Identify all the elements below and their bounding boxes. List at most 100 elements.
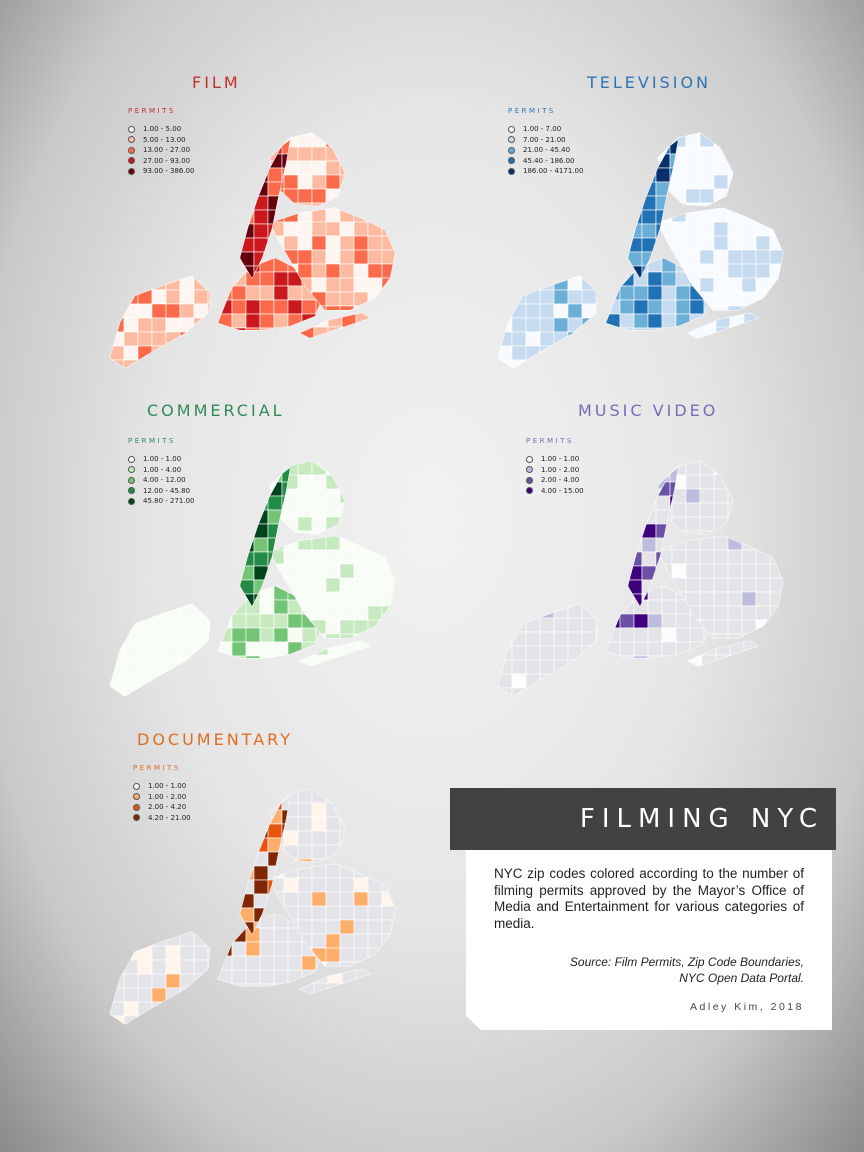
zip-region: [311, 563, 327, 579]
legend-label: 186.00 - 4171.00: [523, 167, 584, 176]
zip-region: [655, 140, 671, 155]
zip-region: [341, 313, 357, 328]
zip-region: [713, 536, 729, 551]
zip-region: [671, 563, 687, 579]
zip-region: [367, 263, 383, 279]
zip-region: [755, 291, 771, 307]
zip-region: [325, 816, 341, 832]
zip-region: [327, 982, 343, 994]
zip-region: [325, 864, 341, 879]
zip-region: [240, 481, 255, 497]
zip-region: [339, 905, 355, 921]
zip-region: [297, 221, 313, 237]
zip-region: [727, 146, 733, 162]
zip-region: [283, 536, 299, 551]
zip-region: [339, 947, 355, 963]
zip-region: [311, 858, 327, 862]
zip-region: [353, 563, 369, 579]
zip-region: [207, 617, 210, 633]
zip-region: [283, 208, 299, 223]
zip-region: [297, 802, 313, 818]
zip-region: [283, 877, 299, 893]
zip-region: [539, 276, 555, 291]
zip-region: [207, 687, 210, 696]
zip-region: [595, 673, 598, 689]
zip-region: [297, 789, 313, 804]
legend-label: 5.00 - 13.00: [143, 135, 186, 144]
zip-region: [287, 969, 303, 985]
zip-region: [245, 983, 261, 986]
zip-region: [287, 285, 303, 301]
zip-region: [179, 645, 195, 661]
legend-label: 1.00 - 2.00: [148, 792, 187, 801]
zip-region: [685, 202, 701, 206]
zip-region: [339, 633, 355, 638]
zip-region: [699, 474, 715, 490]
zip-region: [353, 605, 369, 621]
zip-region: [325, 263, 341, 279]
zip-region: [240, 837, 255, 853]
zip-region: [511, 604, 527, 619]
zip-region: [253, 223, 269, 239]
zip-region: [661, 285, 677, 301]
zip-region: [218, 599, 233, 615]
zip-region: [193, 276, 209, 291]
zip-region: [353, 277, 369, 293]
zip-region: [137, 317, 153, 333]
zip-region: [553, 317, 569, 333]
zip-region: [339, 961, 355, 966]
zip-region: [685, 188, 701, 204]
zip-region: [699, 249, 715, 265]
zip-region: [110, 673, 125, 689]
zip-region: [253, 537, 269, 553]
zip-region: [727, 549, 743, 565]
zip-region: [311, 877, 327, 893]
zip-region: [367, 919, 383, 935]
zip-region: [193, 987, 209, 1003]
zip-region: [727, 577, 743, 593]
zip-region: [207, 932, 210, 947]
zip-region: [353, 891, 369, 907]
zip-region: [297, 891, 313, 907]
zip-region: [367, 905, 383, 921]
zip-region: [743, 313, 758, 328]
zip-region: [207, 289, 210, 305]
zip-region: [339, 174, 345, 190]
documentary-legend: PERMITS 1.00 - 1.00 1.00 - 2.00 2.00 - 4.20…: [133, 764, 191, 823]
zip-region: [661, 586, 677, 601]
zip-region: [713, 208, 729, 223]
legend-heading: PERMITS: [508, 107, 556, 115]
zip-region: [297, 160, 313, 176]
zip-region: [313, 982, 329, 994]
zip-region: [231, 955, 247, 971]
zip-region: [511, 617, 527, 633]
zip-region: [353, 919, 369, 935]
zip-region: [259, 271, 275, 287]
zip-region: [715, 326, 731, 338]
zip-region: [641, 481, 657, 497]
zip-region: [661, 299, 677, 315]
zip-region: [628, 209, 643, 225]
legend-label: 27.00 - 93.00: [143, 156, 191, 165]
zip-region: [713, 619, 729, 635]
legend-item: 13.00 - 27.00: [128, 145, 195, 156]
zip-region: [685, 160, 701, 176]
zip-region: [193, 359, 209, 368]
zip-region: [367, 933, 383, 949]
staten-island-zip-cells: [110, 276, 210, 368]
zip-region: [110, 932, 125, 947]
zip-region: [367, 877, 383, 893]
zip-region: [713, 263, 729, 279]
zip-region: [641, 537, 657, 553]
zip-region: [253, 893, 269, 909]
zip-region: [193, 604, 209, 619]
zip-region: [165, 959, 181, 975]
zip-region: [297, 864, 313, 879]
zip-region: [110, 987, 125, 1003]
zip-region: [339, 864, 355, 879]
zip-region: [311, 919, 327, 935]
zip-region: [699, 516, 715, 532]
zip-region: [311, 249, 327, 265]
zip-region: [628, 153, 643, 169]
zip-region: [311, 502, 327, 518]
